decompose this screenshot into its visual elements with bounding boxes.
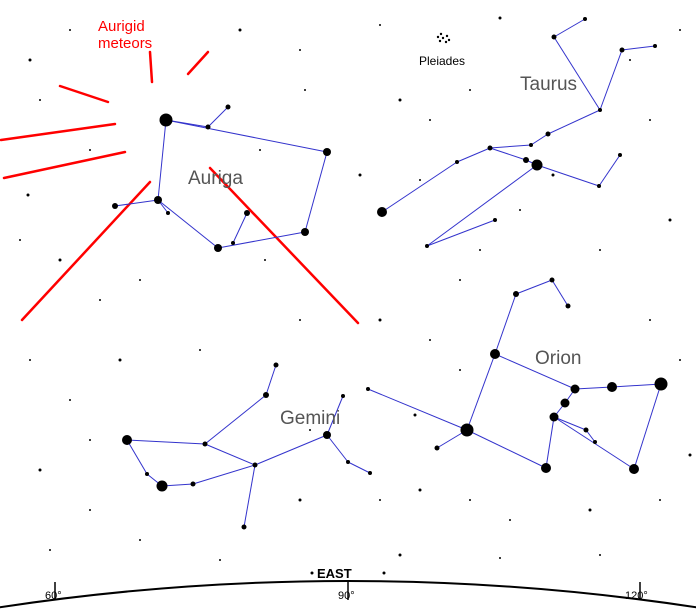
chart-svg: [0, 0, 696, 610]
azimuth-tick-label: 120°: [625, 590, 648, 602]
constellation-label-gemini: Gemini: [280, 408, 340, 430]
constellation-label-orion: Orion: [535, 348, 581, 370]
label-pleiades: Pleiades: [419, 54, 465, 68]
constellation-label-taurus: Taurus: [520, 74, 577, 96]
azimuth-tick-label: 60°: [45, 590, 62, 602]
azimuth-tick-label: 90°: [338, 590, 355, 602]
constellation-label-auriga: Auriga: [188, 168, 243, 190]
star-chart: Auriga Taurus Gemini Orion Pleiades Aurigid m…: [0, 0, 696, 610]
meteor-label: Aurigid meteors: [98, 18, 152, 52]
horizon-direction-label: EAST: [317, 566, 352, 581]
